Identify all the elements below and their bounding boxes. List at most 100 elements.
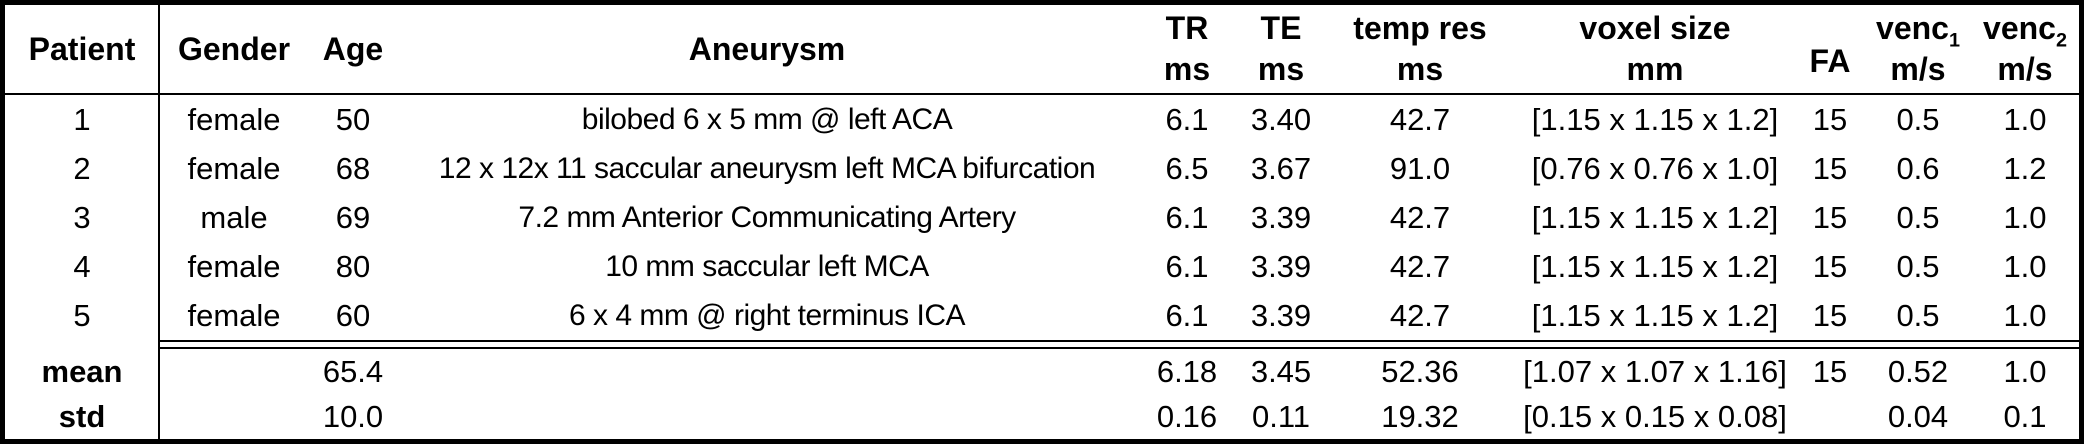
column-header-temp-res: temp res ms — [1325, 5, 1515, 93]
column-header-te: TE ms — [1237, 5, 1325, 93]
cell-te: 3.39 — [1250, 199, 1312, 235]
cell-aneurysm: 12 x 12x 11 saccular aneurysm left MCA b… — [438, 151, 1096, 185]
cell-tr: 6.18 — [1156, 353, 1218, 389]
cell-age: 80 — [335, 248, 371, 284]
venc2-subscript: 2 — [2055, 29, 2067, 52]
cell-temp-res: 42.7 — [1389, 248, 1451, 284]
cell-fa: 15 — [1812, 199, 1848, 235]
cell-gender: female — [187, 297, 281, 333]
venc2-word: venc — [1983, 9, 2056, 46]
cell-venc1: 0.6 — [1896, 150, 1940, 186]
column-header-venc1: venc1 m/s — [1865, 5, 1971, 93]
column-header-voxel-size: voxel size mm — [1515, 5, 1795, 93]
cell-te: 3.39 — [1250, 297, 1312, 333]
cell-voxel-size: [0.76 x 0.76 x 1.0] — [1531, 150, 1779, 186]
column-header-tr-label: TR — [1165, 9, 1209, 46]
column-header-patient-label: Patient — [28, 30, 136, 67]
cell-venc2: 1.0 — [2003, 353, 2047, 389]
cell-tr: 6.5 — [1165, 150, 1209, 186]
cell-gender: female — [187, 248, 281, 284]
cell-te: 3.67 — [1250, 150, 1312, 186]
cell-te: 0.11 — [1251, 398, 1311, 434]
cell-voxel-size: [1.15 x 1.15 x 1.2] — [1531, 297, 1779, 333]
column-header-age-label: Age — [322, 30, 384, 67]
cell-te: 3.40 — [1250, 101, 1312, 137]
table-row-patient-3: 3 male 69 7.2 mm Anterior Communicating … — [5, 193, 2079, 242]
cell-venc1: 0.5 — [1896, 297, 1940, 333]
cell-fa: 15 — [1812, 248, 1848, 284]
cell-temp-res: 19.32 — [1381, 398, 1459, 434]
cell-tr: 6.1 — [1165, 199, 1209, 235]
column-header-venc1-label: venc1 — [1876, 9, 1960, 50]
cell-tr: 6.1 — [1165, 248, 1209, 284]
cell-venc1: 0.04 — [1887, 398, 1949, 434]
cell-aneurysm: 10 mm saccular left MCA — [605, 249, 929, 283]
column-header-fa: FA — [1795, 5, 1865, 93]
column-header-te-label: TE — [1260, 9, 1302, 46]
cell-venc1: 0.5 — [1896, 199, 1940, 235]
cell-voxel-size: [0.15 x 0.15 x 0.08] — [1523, 398, 1787, 434]
table-header-row: Patient Gender Age Aneurysm TR ms TE ms … — [5, 5, 2079, 95]
cell-row-label: mean — [41, 353, 123, 389]
column-header-age: Age — [309, 5, 397, 93]
venc1-subscript: 1 — [1948, 29, 1960, 52]
venc1-word: venc — [1876, 9, 1949, 46]
column-header-venc1-unit: m/s — [1890, 51, 1946, 88]
cell-row-label: std — [58, 398, 106, 434]
cell-voxel-size: [1.15 x 1.15 x 1.2] — [1531, 199, 1779, 235]
cell-temp-res: 42.7 — [1389, 101, 1451, 137]
cell-voxel-size: [1.15 x 1.15 x 1.2] — [1531, 248, 1779, 284]
cell-venc2: 0.1 — [2003, 398, 2047, 434]
cell-venc1: 0.52 — [1887, 353, 1949, 389]
cell-patient: 5 — [73, 297, 91, 333]
cell-age: 10.0 — [322, 398, 384, 434]
cell-patient: 1 — [73, 101, 91, 137]
column-header-venc2-label: venc2 — [1983, 9, 2067, 50]
table-row-patient-5: 5 female 60 6 x 4 mm @ right terminus IC… — [5, 291, 2079, 340]
column-header-voxel-size-unit: mm — [1626, 51, 1684, 88]
table-row-patient-1: 1 female 50 bilobed 6 x 5 mm @ left ACA … — [5, 95, 2079, 144]
cell-aneurysm: 6 x 4 mm @ right terminus ICA — [568, 298, 966, 332]
cell-te: 3.39 — [1250, 248, 1312, 284]
column-header-te-unit: ms — [1257, 51, 1305, 88]
table-row-patient-2: 2 female 68 12 x 12x 11 saccular aneurys… — [5, 144, 2079, 193]
cell-venc1: 0.5 — [1896, 248, 1940, 284]
column-header-patient: Patient — [5, 5, 159, 93]
table-row-mean: mean 65.4 6.18 3.45 52.36 [1.07 x 1.07 x… — [5, 349, 2079, 394]
cell-age: 50 — [335, 101, 371, 137]
cell-tr: 6.1 — [1165, 297, 1209, 333]
cell-fa: 15 — [1812, 297, 1848, 333]
cell-temp-res: 42.7 — [1389, 199, 1451, 235]
cell-venc2: 1.2 — [2003, 150, 2047, 186]
column-header-gender-label: Gender — [177, 30, 291, 67]
column-header-voxel-size-label: voxel size — [1579, 9, 1731, 46]
cell-voxel-size: [1.07 x 1.07 x 1.16] — [1523, 353, 1787, 389]
table-row-std: std 10.0 0.16 0.11 19.32 [0.15 x 0.15 x … — [5, 394, 2079, 439]
cell-tr: 0.16 — [1156, 398, 1218, 434]
cell-age: 69 — [335, 199, 371, 235]
cell-fa: 15 — [1812, 353, 1848, 389]
cell-temp-res: 52.36 — [1381, 353, 1459, 389]
summary-separator — [5, 340, 2079, 349]
column-header-venc2-unit: m/s — [1997, 51, 2053, 88]
cell-age: 65.4 — [322, 353, 384, 389]
cell-fa: 15 — [1812, 150, 1848, 186]
cell-aneurysm: bilobed 6 x 5 mm @ left ACA — [581, 102, 953, 136]
summary-separator-double-line — [159, 340, 2079, 349]
cell-gender: male — [200, 199, 268, 235]
cell-gender: female — [187, 101, 281, 137]
cell-venc2: 1.0 — [2003, 199, 2047, 235]
cell-venc1: 0.5 — [1896, 101, 1940, 137]
column-header-gender: Gender — [159, 5, 309, 93]
table-row-patient-4: 4 female 80 10 mm saccular left MCA 6.1 … — [5, 242, 2079, 291]
cell-gender: female — [187, 150, 281, 186]
cell-venc2: 1.0 — [2003, 248, 2047, 284]
cell-temp-res: 42.7 — [1389, 297, 1451, 333]
patient-column-divider — [158, 5, 160, 439]
column-header-aneurysm: Aneurysm — [397, 5, 1137, 93]
cell-patient: 4 — [73, 248, 91, 284]
cell-patient: 3 — [73, 199, 91, 235]
column-header-temp-res-label: temp res — [1353, 9, 1487, 46]
column-header-temp-res-unit: ms — [1396, 51, 1444, 88]
